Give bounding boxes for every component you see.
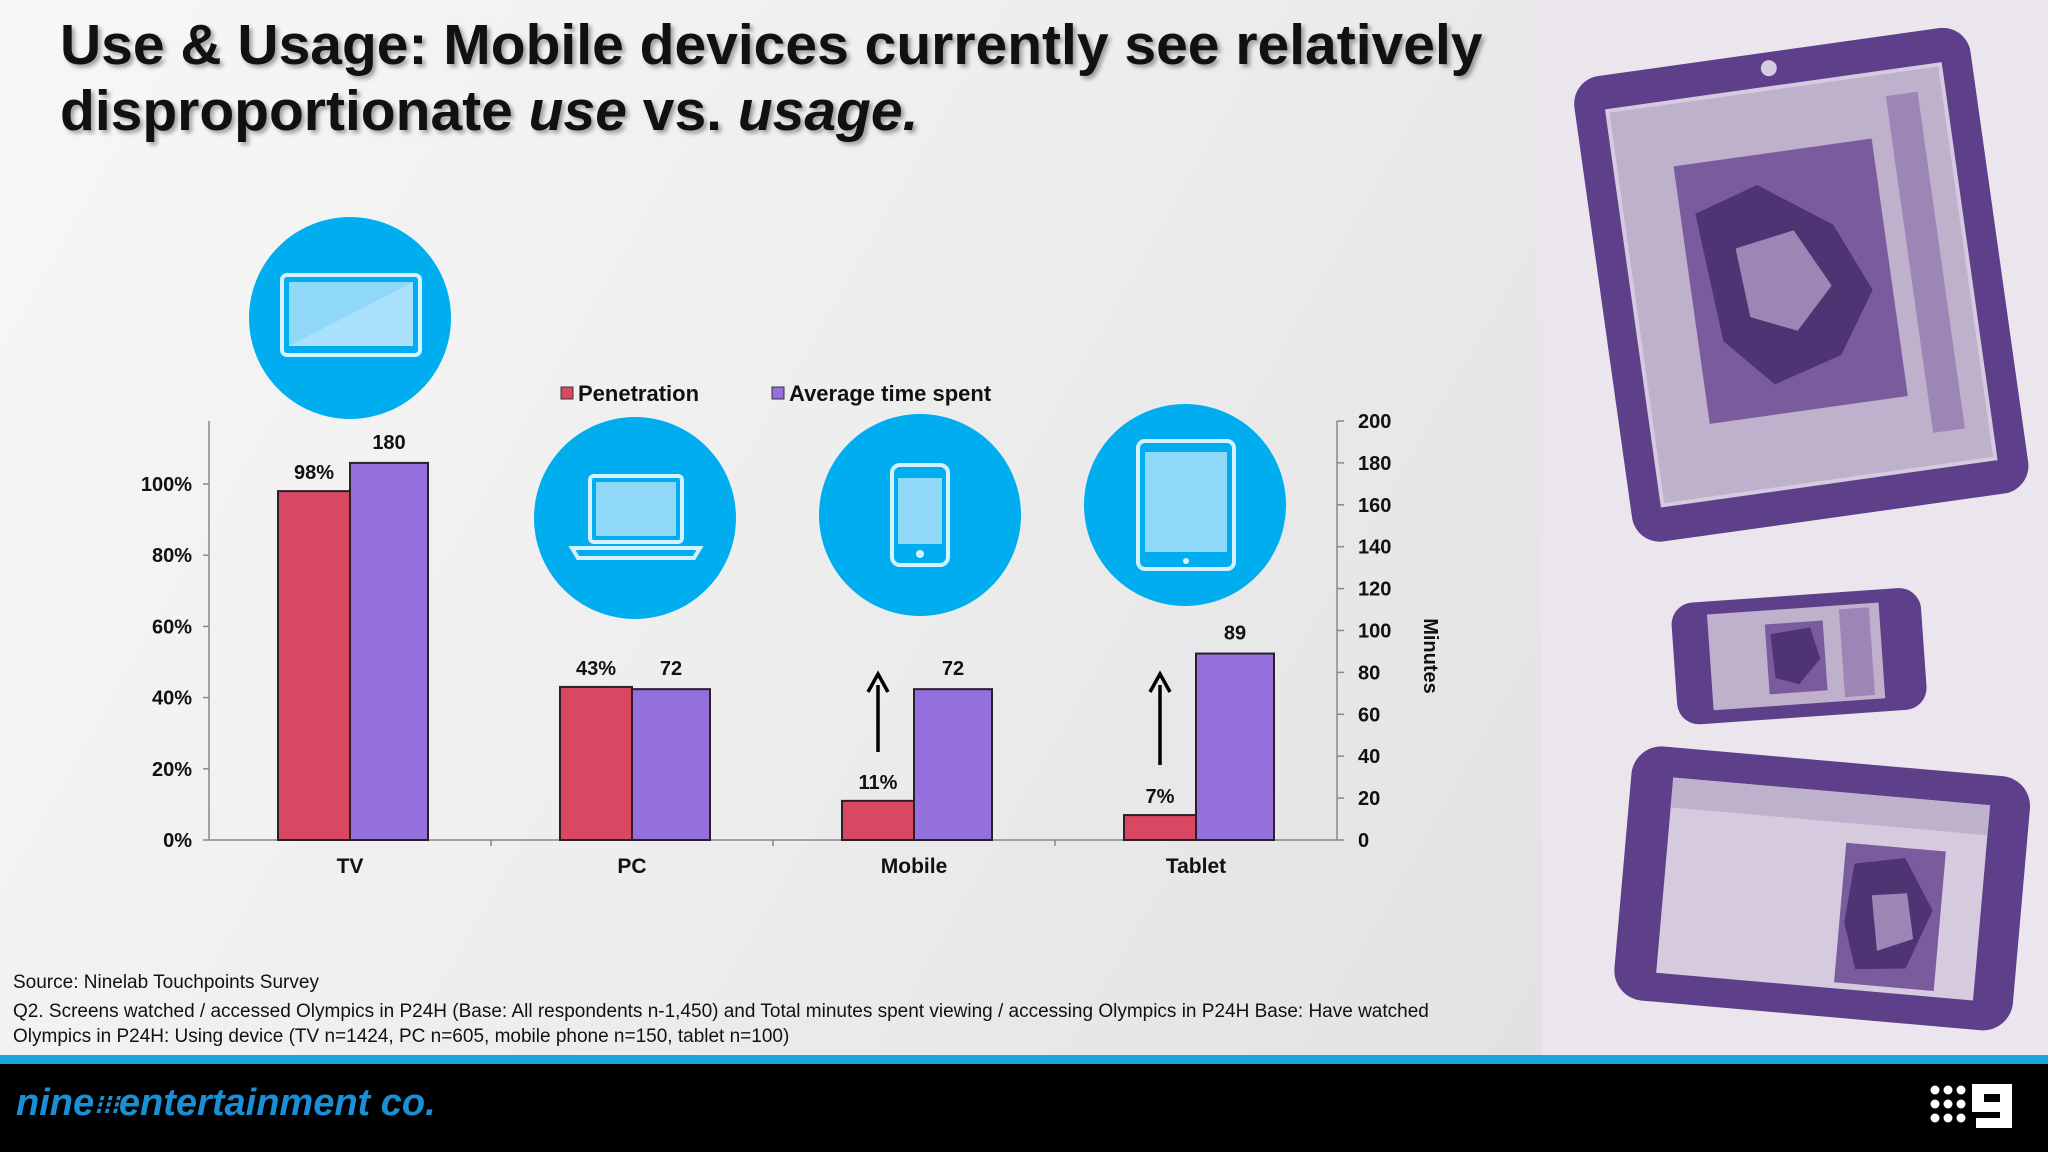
title-usage: usage. bbox=[737, 79, 919, 143]
right-axis-tick-label: 40 bbox=[1358, 746, 1380, 768]
question-note-line-1: Q2. Screens watched / accessed Olympics … bbox=[13, 1001, 1429, 1022]
right-axis-tick-label: 0 bbox=[1358, 830, 1369, 852]
title-text: disproportionate bbox=[60, 79, 529, 143]
legend-swatch-time bbox=[771, 386, 785, 400]
data-label-average-time: 89 bbox=[1224, 623, 1246, 645]
laptop-icon bbox=[534, 417, 736, 619]
tablet-illustration-bottom bbox=[1614, 746, 2031, 1031]
data-label-average-time: 180 bbox=[372, 432, 405, 454]
chart-labels: TV 98% 180 PC 43% 72 Mobile 11% 72 Tablet 7% 89 bbox=[294, 432, 1246, 878]
right-axis-title: Minutes bbox=[1419, 618, 1441, 694]
category-label: PC bbox=[617, 855, 646, 878]
right-axis-tick-label: 140 bbox=[1358, 537, 1391, 559]
bar-average-time bbox=[1195, 652, 1275, 841]
title-use: use bbox=[528, 79, 627, 143]
legend-label-time: Average time spent bbox=[789, 381, 992, 406]
title-line-2: disproportionate use vs. usage. bbox=[60, 78, 1500, 144]
brand-dots-icon: ⁝⁝⁝ bbox=[94, 1089, 119, 1120]
bar-penetration bbox=[559, 685, 633, 841]
right-axis-tick-label: 180 bbox=[1358, 453, 1391, 475]
data-label-average-time: 72 bbox=[660, 658, 682, 680]
bar-chart: Penetration Average time spent 0% 20% 40% 6… bbox=[141, 217, 1441, 878]
bar-average-time bbox=[913, 688, 993, 841]
legend-swatch-penetration bbox=[560, 386, 574, 400]
bar-average-time bbox=[349, 461, 429, 841]
bar-penetration bbox=[277, 490, 351, 841]
source-note: Source: Ninelab Touchpoints Survey bbox=[13, 972, 319, 993]
title-line-1: Use & Usage: Mobile devices currently se… bbox=[60, 13, 1483, 77]
tablet-illustration bbox=[1574, 27, 2029, 542]
left-axis-tick-label: 40% bbox=[152, 688, 192, 710]
chart-axes: 0% 20% 40% 60% 80% 100% 0 20 40 60 80 100 120 140 160 1… bbox=[141, 411, 1441, 852]
phone-icon bbox=[819, 414, 1021, 616]
right-axis-tick-label: 100 bbox=[1358, 621, 1391, 643]
nine-logo-icon bbox=[1930, 1084, 2012, 1128]
chart-bars bbox=[277, 461, 1275, 842]
category-icons bbox=[249, 217, 1286, 619]
tablet-icon bbox=[1084, 404, 1286, 606]
data-label-average-time: 72 bbox=[942, 658, 964, 680]
phone-illustration bbox=[1671, 588, 1927, 725]
brand-name-a: nine bbox=[16, 1082, 95, 1124]
right-axis-tick-label: 160 bbox=[1358, 495, 1391, 517]
data-label-penetration: 98% bbox=[294, 462, 334, 484]
left-axis-tick-label: 0% bbox=[163, 830, 192, 852]
left-axis-tick-label: 80% bbox=[152, 545, 192, 567]
footer-bar bbox=[0, 1064, 2048, 1152]
footnote: Source: Ninelab Touchpoints Survey Q2. S… bbox=[13, 970, 1513, 1049]
data-label-penetration: 11% bbox=[859, 772, 898, 794]
slide-title: Use & Usage: Mobile devices currently se… bbox=[60, 12, 1500, 144]
question-note-line-2: Olympics in P24H: Using device (TV n=142… bbox=[13, 1026, 790, 1047]
footer-stripe bbox=[0, 1055, 2048, 1064]
right-axis-tick-label: 60 bbox=[1358, 704, 1380, 726]
data-label-penetration: 7% bbox=[1146, 786, 1175, 808]
left-axis-tick-label: 60% bbox=[152, 616, 192, 638]
right-axis-tick-label: 120 bbox=[1358, 579, 1391, 601]
right-axis-tick-label: 80 bbox=[1358, 662, 1380, 684]
bar-penetration bbox=[841, 799, 915, 842]
up-arrow-tablet bbox=[1148, 670, 1172, 765]
bar-penetration bbox=[1123, 814, 1197, 842]
title-vs: vs. bbox=[626, 79, 738, 143]
slide-background bbox=[0, 0, 1542, 1060]
left-axis-tick-label: 20% bbox=[152, 759, 192, 781]
brand-logo: nine⁝⁝⁝entertainment co. bbox=[16, 1082, 436, 1125]
category-label: Tablet bbox=[1166, 855, 1226, 878]
data-label-penetration: 43% bbox=[576, 658, 616, 680]
tv-icon bbox=[249, 217, 451, 419]
right-axis-tick-label: 200 bbox=[1358, 411, 1391, 433]
device-illustration-panel bbox=[1542, 0, 2048, 1060]
bar-average-time bbox=[631, 688, 711, 841]
left-axis-tick-label: 100% bbox=[141, 474, 192, 496]
chart-legend: Penetration Average time spent bbox=[560, 381, 992, 406]
brand-name-b: entertainment co. bbox=[118, 1082, 436, 1124]
legend-label-penetration: Penetration bbox=[578, 381, 699, 406]
up-arrow-mobile bbox=[866, 670, 890, 752]
category-label: Mobile bbox=[881, 855, 948, 878]
right-axis-tick-label: 20 bbox=[1358, 788, 1380, 810]
category-label: TV bbox=[337, 855, 364, 878]
